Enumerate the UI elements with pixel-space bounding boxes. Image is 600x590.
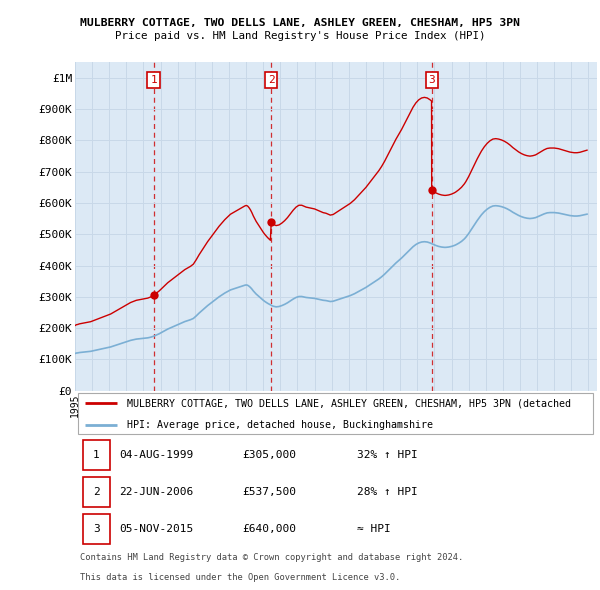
Text: £305,000: £305,000 bbox=[242, 450, 296, 460]
Text: 32% ↑ HPI: 32% ↑ HPI bbox=[357, 450, 418, 460]
Text: MULBERRY COTTAGE, TWO DELLS LANE, ASHLEY GREEN, CHESHAM, HP5 3PN: MULBERRY COTTAGE, TWO DELLS LANE, ASHLEY… bbox=[80, 18, 520, 28]
Text: 2: 2 bbox=[93, 487, 100, 497]
FancyBboxPatch shape bbox=[83, 477, 110, 507]
Text: 1: 1 bbox=[150, 75, 157, 85]
Text: 3: 3 bbox=[93, 524, 100, 534]
Text: £537,500: £537,500 bbox=[242, 487, 296, 497]
Text: 04-AUG-1999: 04-AUG-1999 bbox=[119, 450, 194, 460]
Text: Contains HM Land Registry data © Crown copyright and database right 2024.: Contains HM Land Registry data © Crown c… bbox=[80, 553, 463, 562]
Text: This data is licensed under the Open Government Licence v3.0.: This data is licensed under the Open Gov… bbox=[80, 573, 400, 582]
Text: 1: 1 bbox=[93, 450, 100, 460]
Text: Price paid vs. HM Land Registry's House Price Index (HPI): Price paid vs. HM Land Registry's House … bbox=[115, 31, 485, 41]
Text: ≈ HPI: ≈ HPI bbox=[357, 524, 391, 534]
FancyBboxPatch shape bbox=[83, 440, 110, 470]
FancyBboxPatch shape bbox=[83, 514, 110, 545]
Text: HPI: Average price, detached house, Buckinghamshire: HPI: Average price, detached house, Buck… bbox=[127, 419, 433, 430]
FancyBboxPatch shape bbox=[77, 392, 593, 434]
Text: 2: 2 bbox=[268, 75, 275, 85]
Text: £640,000: £640,000 bbox=[242, 524, 296, 534]
Text: 28% ↑ HPI: 28% ↑ HPI bbox=[357, 487, 418, 497]
Text: 3: 3 bbox=[428, 75, 435, 85]
Text: MULBERRY COTTAGE, TWO DELLS LANE, ASHLEY GREEN, CHESHAM, HP5 3PN (detached: MULBERRY COTTAGE, TWO DELLS LANE, ASHLEY… bbox=[127, 398, 571, 408]
Text: 22-JUN-2006: 22-JUN-2006 bbox=[119, 487, 194, 497]
Text: 05-NOV-2015: 05-NOV-2015 bbox=[119, 524, 194, 534]
